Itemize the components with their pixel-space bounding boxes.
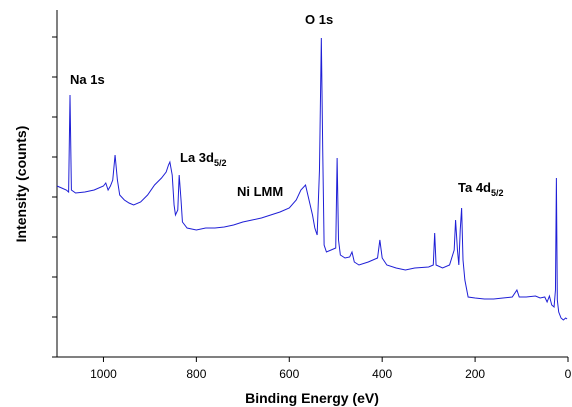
annotation-sub: 5/2	[214, 158, 227, 168]
annotation-text: Ta 4d	[458, 180, 491, 195]
annotation: O 1s	[305, 12, 333, 27]
x-tick-label: 400	[372, 367, 392, 381]
annotation: La 3d5/2	[180, 150, 226, 168]
x-axis-label: Binding Energy (eV)	[245, 390, 379, 406]
annotation-sub: 5/2	[491, 188, 504, 198]
x-tick-label: 1000	[90, 367, 117, 381]
y-axis-label: Intensity (counts)	[13, 126, 29, 243]
x-tick-label: 600	[279, 367, 299, 381]
annotation: Ni LMM	[237, 184, 283, 199]
annotation-text: La 3d	[180, 150, 214, 165]
x-tick-label: 800	[186, 367, 206, 381]
annotation: Ta 4d5/2	[458, 180, 504, 198]
x-tick-label: 0	[565, 367, 572, 381]
annotation: Na 1s	[70, 72, 105, 87]
spectrum-line	[56, 37, 568, 321]
x-tick-label: 200	[465, 367, 485, 381]
